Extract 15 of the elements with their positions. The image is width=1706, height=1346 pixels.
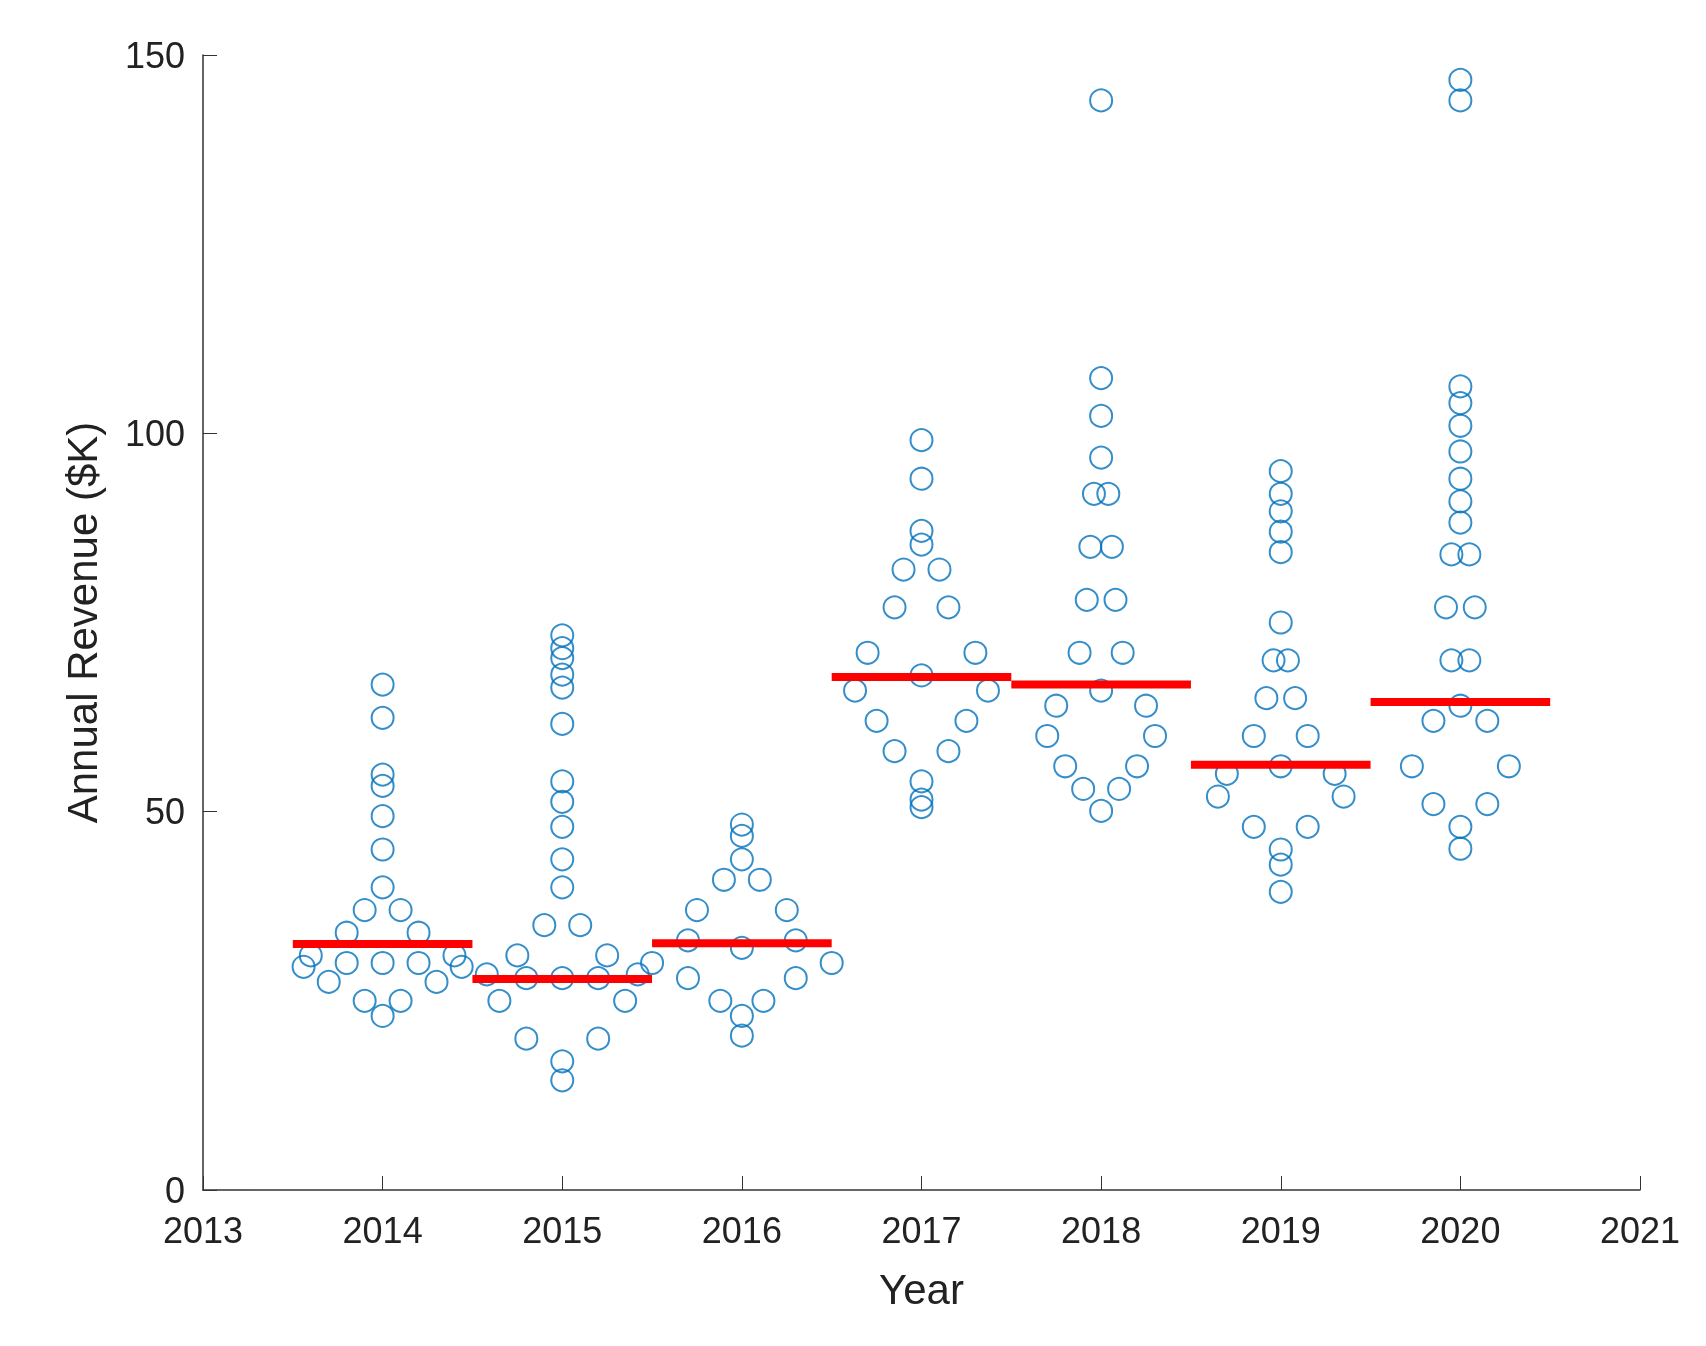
- x-tick-label: 2021: [1599, 1209, 1681, 1251]
- x-tick-label: 2014: [342, 1209, 423, 1251]
- x-tick-label: 2020: [1420, 1209, 1501, 1251]
- y-tick-label: 100: [124, 412, 185, 454]
- y-tick-label: 0: [164, 1169, 185, 1211]
- x-tick-label: 2017: [881, 1209, 962, 1251]
- x-tick-label: 2016: [701, 1209, 782, 1251]
- x-tick-label: 2013: [162, 1209, 244, 1251]
- x-tick-label: 2019: [1240, 1209, 1321, 1251]
- x-axis-title: Year: [879, 1265, 964, 1313]
- y-tick-label: 150: [124, 34, 185, 76]
- y-tick-label: 50: [144, 791, 185, 833]
- x-tick-label: 2018: [1061, 1209, 1142, 1251]
- y-axis-title: Annual Revenue ($K): [58, 421, 106, 824]
- x-tick-label: 2015: [522, 1209, 603, 1251]
